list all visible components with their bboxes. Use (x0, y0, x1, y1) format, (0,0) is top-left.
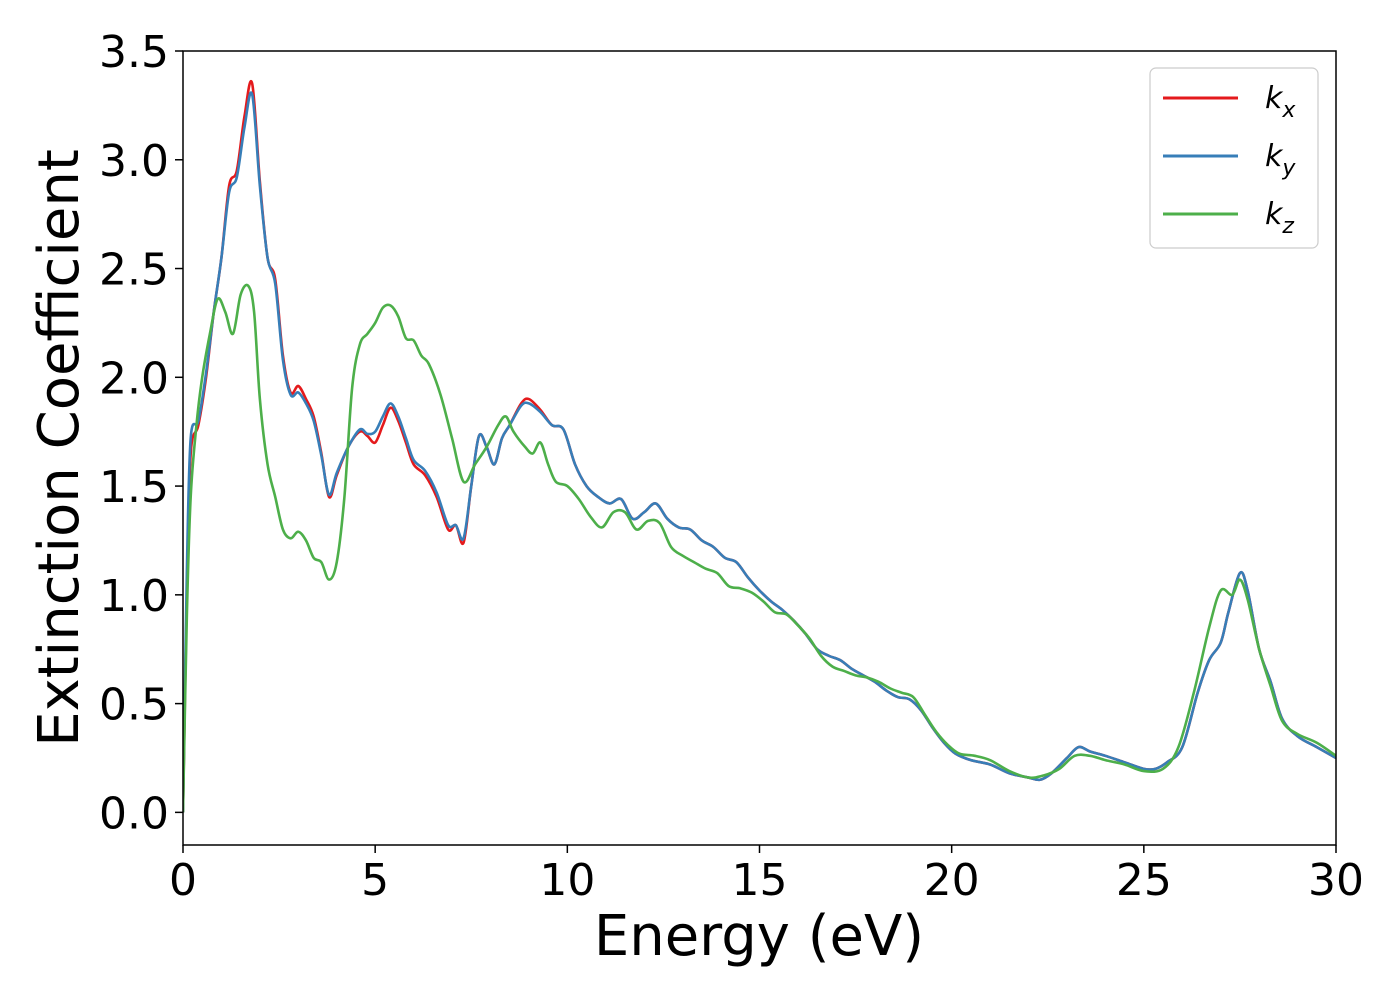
y-tick-label: 3.0 (99, 136, 169, 187)
y-axis-title: Extinction Coefficient (27, 149, 92, 747)
x-tick-label: 25 (1116, 855, 1172, 906)
y-tick-label: 2.5 (99, 245, 169, 296)
x-tick-label: 10 (539, 855, 595, 906)
x-tick-label: 15 (732, 855, 788, 906)
legend-box (1149, 67, 1319, 249)
legend-label-x: kx (1265, 81, 1296, 123)
y-axis: 0.0 0.5 1.0 1.5 2.0 2.5 3.0 3.5 (99, 27, 183, 839)
x-tick-label: 5 (361, 855, 389, 906)
y-tick-label: 3.5 (99, 27, 169, 78)
legend-label-z: kz (1265, 197, 1294, 239)
x-axis-title: Energy (eV) (594, 904, 924, 969)
legend-label-y: ky (1265, 139, 1296, 181)
series-line-y (183, 91, 1336, 813)
series-line-z (183, 283, 1336, 813)
y-tick-label: 1.5 (99, 462, 169, 513)
x-tick-label: 0 (169, 855, 197, 906)
y-tick-label: 0.5 (99, 680, 169, 731)
y-tick-label: 2.0 (99, 353, 169, 404)
legend: kx ky kz (1149, 67, 1319, 249)
x-tick-label: 30 (1308, 855, 1364, 906)
y-tick-label: 1.0 (99, 571, 169, 622)
series-layer (183, 80, 1336, 813)
x-tick-label: 20 (924, 855, 980, 906)
x-axis: 0 5 10 15 20 25 30 (169, 845, 1364, 906)
y-tick-label: 0.0 (99, 788, 169, 839)
